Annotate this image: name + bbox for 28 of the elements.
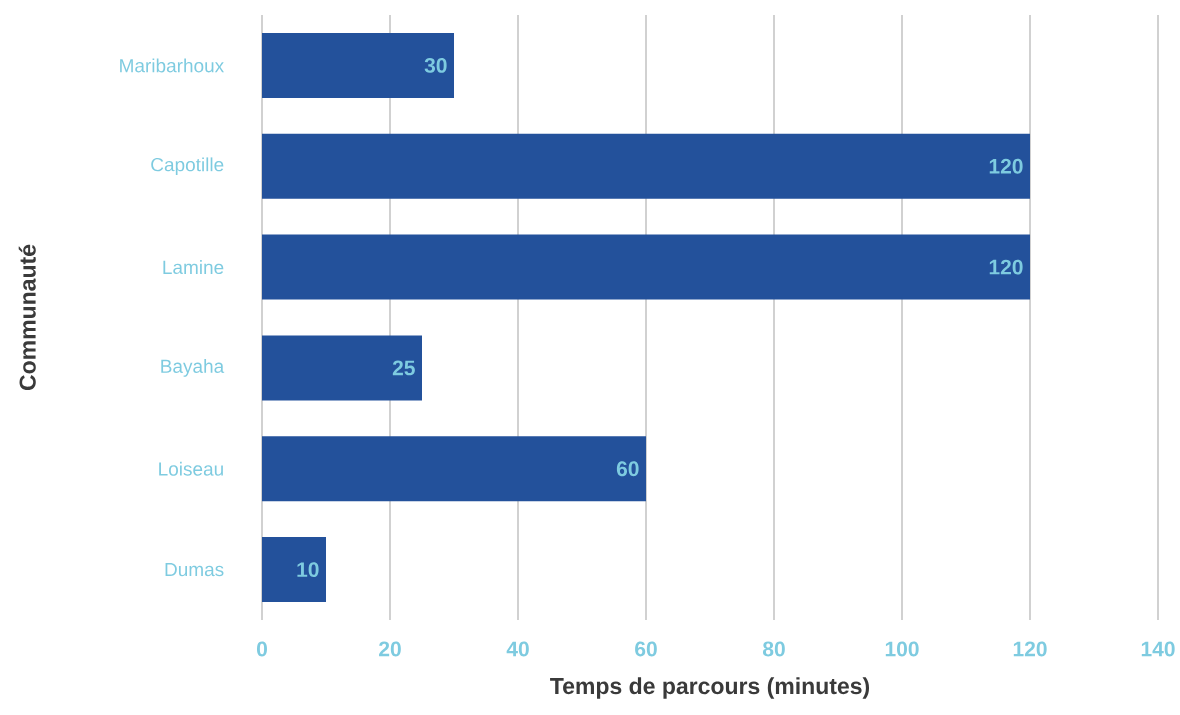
bar: [262, 133, 1031, 199]
y-tick-label: Lamine: [163, 260, 224, 275]
bar: [262, 32, 455, 98]
x-tick-label: 60: [635, 641, 657, 657]
data-label: 120: [989, 158, 1023, 174]
bar: [262, 537, 326, 603]
bar: [262, 234, 1031, 300]
bar: [262, 436, 647, 502]
data-label: 60: [616, 461, 639, 477]
y-tick-label: Capotille: [151, 157, 224, 176]
x-tick-label: 0: [256, 641, 267, 657]
data-label: 10: [297, 562, 319, 578]
x-tick-label: 80: [762, 641, 785, 657]
y-axis-title: Communauté: [18, 244, 36, 391]
x-tick-label: 100: [885, 641, 919, 657]
x-tick-label: 140: [1141, 641, 1175, 657]
y-tick-label: Loiseau: [159, 461, 223, 476]
x-tick-label: 40: [506, 641, 529, 657]
bar: [262, 335, 422, 401]
data-label: 30: [424, 57, 447, 73]
data-label: 120: [989, 259, 1023, 275]
x-axis-title: Temps de parcours (minutes): [550, 677, 870, 699]
data-label: 25: [392, 360, 415, 376]
y-tick-label: Bayaha: [161, 359, 225, 377]
x-tick-label: 120: [1013, 641, 1047, 657]
y-tick-label: Dumas: [165, 562, 224, 577]
x-tick-label: 20: [379, 641, 401, 657]
y-tick-label: Maribarhoux: [120, 58, 224, 73]
